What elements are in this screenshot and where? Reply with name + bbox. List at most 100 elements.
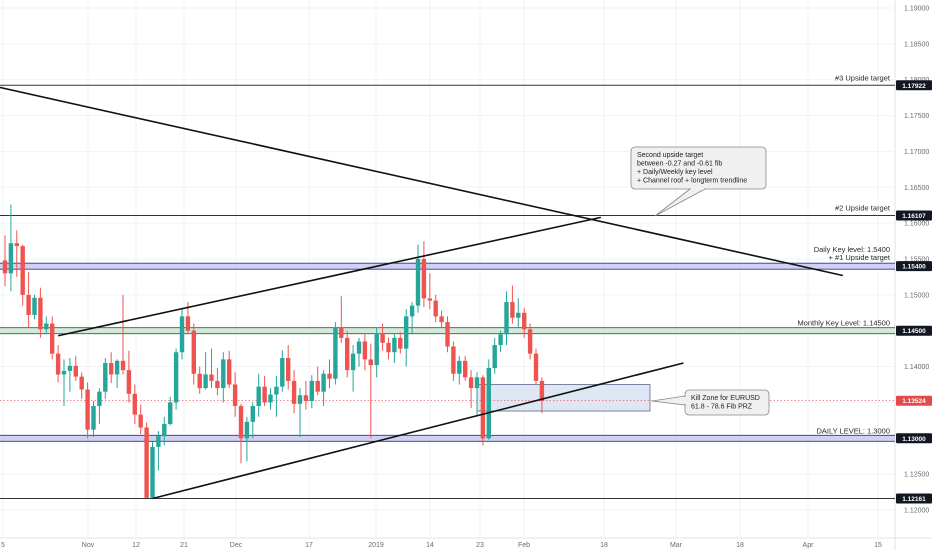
- level-label: Monthly Key Level: 1.14500: [797, 319, 890, 328]
- candle: [85, 389, 90, 430]
- candle: [522, 312, 527, 330]
- price-tag-label: 1.17922: [902, 83, 926, 90]
- x-tick-label: 12: [132, 542, 140, 549]
- candle: [197, 373, 202, 389]
- callout-line: Kill Zone for EURUSD: [691, 395, 760, 402]
- price-tag: [896, 80, 932, 91]
- candle: [309, 380, 314, 401]
- candle: [173, 352, 179, 403]
- candle: [404, 316, 409, 349]
- candle: [392, 337, 397, 353]
- y-tick-label: 1.12500: [904, 472, 929, 479]
- price-axis[interactable]: 1.120001.125001.130001.135001.140001.145…: [896, 6, 932, 515]
- zones: [476, 384, 651, 412]
- y-tick-label: 1.15000: [904, 292, 929, 299]
- candle: [38, 297, 43, 330]
- candle: [103, 362, 108, 392]
- candle: [232, 384, 238, 407]
- callout-line: + Channel roof + longterm trendline: [637, 178, 747, 185]
- candle: [510, 302, 515, 318]
- candle: [527, 329, 533, 354]
- price-tag-label: 1.12161: [902, 496, 926, 503]
- candle: [327, 373, 332, 379]
- candle: [179, 316, 185, 353]
- candle: [244, 421, 250, 439]
- level-label: DAILY LEVEL: 1.3000: [816, 426, 890, 435]
- candle: [238, 406, 244, 439]
- candle: [451, 346, 456, 374]
- candle: [339, 327, 344, 338]
- candle: [498, 334, 503, 346]
- y-tick-label: 1.19000: [904, 6, 929, 13]
- candle: [91, 406, 96, 430]
- candle: [8, 243, 14, 274]
- time-axis[interactable]: 5 Nov 12 21 Dec 17 2019 14 23 Feb 18 Mar 18 Apr 15: [1, 542, 882, 549]
- candle: [297, 395, 303, 404]
- price-tag: [896, 261, 932, 272]
- candle: [516, 312, 521, 318]
- y-tick-label: 1.14000: [904, 364, 929, 371]
- candle: [73, 365, 78, 377]
- candle: [533, 353, 539, 381]
- candle: [114, 360, 120, 375]
- x-tick-label: Dec: [230, 542, 243, 549]
- candle: [463, 360, 468, 378]
- x-tick-label: 23: [476, 542, 484, 549]
- candle: [303, 395, 309, 401]
- candle: [168, 402, 173, 424]
- longterm-trendline: [0, 86, 843, 277]
- candle: [20, 246, 25, 295]
- candle: [492, 345, 497, 369]
- candle: [79, 376, 84, 390]
- channel-floor: [152, 362, 684, 500]
- candle: [274, 386, 279, 395]
- candle: [345, 337, 350, 371]
- x-tick-label: Feb: [518, 542, 530, 549]
- candle: [439, 316, 444, 323]
- price-tag: [896, 433, 932, 444]
- candle: [368, 359, 373, 366]
- x-tick-label: 18: [600, 542, 608, 549]
- candle: [203, 374, 208, 389]
- candle: [321, 373, 326, 392]
- candle: [356, 341, 362, 354]
- y-tick-label: 1.12000: [904, 508, 929, 515]
- candle: [468, 377, 474, 389]
- candle: [539, 380, 545, 401]
- candle: [162, 423, 167, 437]
- candle: [380, 333, 385, 343]
- channel-roof: [57, 216, 602, 337]
- x-tick-label: Nov: [82, 542, 95, 549]
- candle: [280, 357, 285, 387]
- candle: [2, 260, 8, 274]
- price-tag: [896, 325, 932, 336]
- candle: [250, 406, 255, 422]
- level-band: [0, 263, 895, 270]
- callout-line: Second upside target: [637, 152, 703, 159]
- candle: [362, 341, 368, 360]
- candle: [256, 386, 261, 407]
- x-tick-label: 5: [1, 542, 5, 549]
- candle: [185, 316, 191, 331]
- candle: [32, 297, 37, 315]
- candle: [67, 365, 73, 371]
- price-tag: [896, 493, 932, 504]
- candle: [409, 305, 415, 317]
- x-tick-label: 15: [874, 542, 882, 549]
- x-tick-label: 2019: [368, 542, 384, 549]
- candle: [480, 377, 486, 439]
- candle: [156, 436, 161, 447]
- candle: [433, 300, 438, 317]
- candle: [268, 394, 273, 403]
- candle: [262, 386, 267, 403]
- candle: [386, 342, 391, 353]
- y-tick-label: 1.16500: [904, 185, 929, 192]
- price-tag-label: 1.14500: [902, 328, 926, 335]
- candle: [97, 391, 102, 407]
- candle: [144, 427, 149, 498]
- candle: [221, 359, 226, 389]
- x-tick-label: Apr: [803, 542, 815, 549]
- candle: [61, 370, 67, 375]
- candle: [50, 323, 55, 354]
